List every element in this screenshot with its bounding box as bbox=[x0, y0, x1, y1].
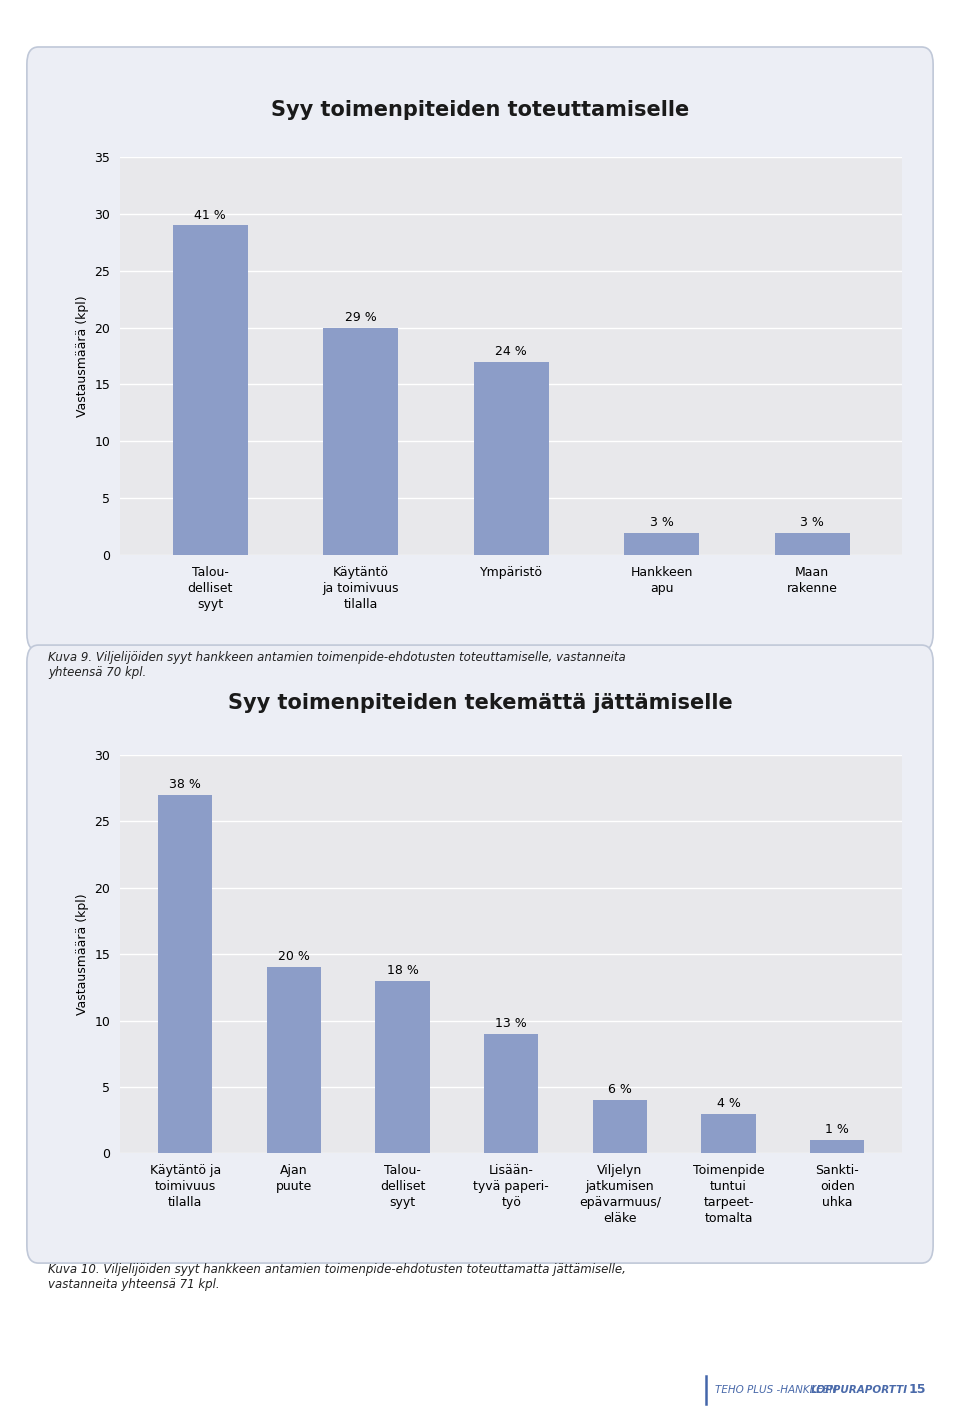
Text: Kuva 9. Viljelijöiden syyt hankkeen antamien toimenpide-ehdotusten toteuttamisel: Kuva 9. Viljelijöiden syyt hankkeen anta… bbox=[48, 651, 626, 679]
Text: 41 %: 41 % bbox=[195, 208, 227, 222]
Text: Syy toimenpiteiden toteuttamiselle: Syy toimenpiteiden toteuttamiselle bbox=[271, 100, 689, 120]
Bar bbox=[810, 1141, 864, 1153]
Text: 4 %: 4 % bbox=[716, 1096, 740, 1109]
Text: 3 %: 3 % bbox=[650, 515, 674, 530]
Bar bbox=[375, 981, 430, 1153]
Y-axis label: Vastausmäärä (kpl): Vastausmäärä (kpl) bbox=[76, 893, 89, 1015]
Text: 3 %: 3 % bbox=[801, 515, 824, 530]
Text: TEHO PLUS -HANKKEEN: TEHO PLUS -HANKKEEN bbox=[715, 1384, 841, 1396]
Text: 24 %: 24 % bbox=[495, 345, 527, 359]
Bar bbox=[775, 533, 850, 555]
Bar bbox=[158, 795, 212, 1153]
Text: 29 %: 29 % bbox=[345, 310, 376, 325]
Bar bbox=[484, 1034, 539, 1153]
Bar bbox=[473, 362, 549, 555]
Text: 18 %: 18 % bbox=[387, 964, 419, 977]
Text: 6 %: 6 % bbox=[608, 1084, 632, 1096]
Bar bbox=[624, 533, 699, 555]
Bar bbox=[267, 967, 321, 1153]
Text: 1 %: 1 % bbox=[826, 1124, 850, 1136]
Text: Kuva 10. Viljelijöiden syyt hankkeen antamien toimenpide-ehdotusten toteuttamatt: Kuva 10. Viljelijöiden syyt hankkeen ant… bbox=[48, 1263, 626, 1292]
Bar bbox=[592, 1101, 647, 1153]
Text: 15: 15 bbox=[909, 1383, 926, 1397]
Bar bbox=[173, 225, 248, 555]
Text: LOPPURAPORTTI: LOPPURAPORTTI bbox=[811, 1384, 908, 1396]
Bar bbox=[324, 328, 398, 555]
Y-axis label: Vastausmäärä (kpl): Vastausmäärä (kpl) bbox=[76, 295, 89, 417]
Bar bbox=[702, 1114, 756, 1153]
Text: 20 %: 20 % bbox=[278, 950, 310, 964]
Text: Syy toimenpiteiden tekemättä jättämiselle: Syy toimenpiteiden tekemättä jättämisell… bbox=[228, 693, 732, 713]
Text: 13 %: 13 % bbox=[495, 1017, 527, 1030]
Text: 38 %: 38 % bbox=[169, 778, 202, 790]
